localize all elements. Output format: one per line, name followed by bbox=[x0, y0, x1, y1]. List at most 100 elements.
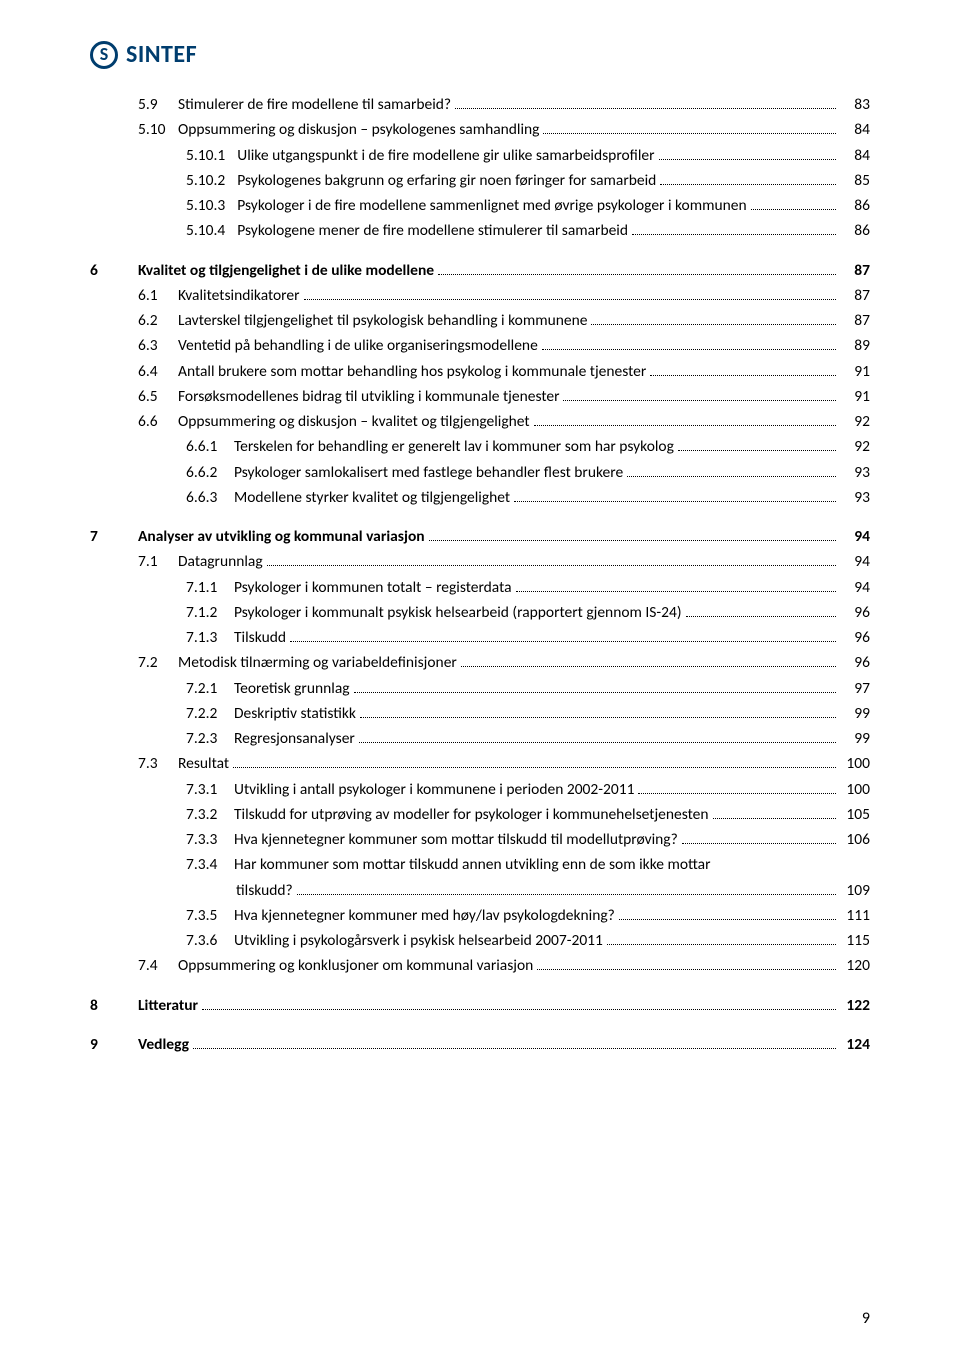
toc-entry-number: 6.6 bbox=[138, 410, 178, 433]
toc-entry: 7.3.1Utvikling i antall psykologer i kom… bbox=[186, 778, 870, 801]
toc-entry-title: Psykologene mener de fire modellene stim… bbox=[237, 219, 628, 242]
toc-entry-title: Modellene styrker kvalitet og tilgjengel… bbox=[234, 486, 510, 509]
toc-entry-number: 6.3 bbox=[138, 334, 178, 357]
toc-entry: 7.3.2Tilskudd for utprøving av modeller … bbox=[186, 803, 870, 826]
toc-entry-page: 96 bbox=[840, 626, 870, 649]
toc-entry-title: Psykologenes bakgrunn og erfaring gir no… bbox=[237, 169, 656, 192]
toc-entry-title: Har kommuner som mottar tilskudd annen u… bbox=[234, 853, 711, 876]
toc-leader-dots bbox=[713, 818, 836, 819]
toc-entry-title: Deskriptiv statistikk bbox=[234, 702, 356, 725]
toc-entry-number: 8 bbox=[90, 994, 138, 1017]
toc-entry: 7.1.2Psykologer i kommunalt psykisk hels… bbox=[186, 601, 870, 624]
toc-leader-dots bbox=[660, 184, 836, 185]
toc-leader-dots bbox=[360, 717, 836, 718]
toc-entry-page: 122 bbox=[840, 994, 870, 1017]
toc-entry: 7.2Metodisk tilnærming og variabeldefini… bbox=[138, 651, 870, 674]
toc-entry-number: 7.3.6 bbox=[186, 929, 234, 952]
toc-entry-title: Ventetid på behandling i de ulike organi… bbox=[178, 334, 538, 357]
toc-leader-dots bbox=[267, 565, 836, 566]
toc-entry-title: Psykologer i kommunen totalt – registerd… bbox=[234, 576, 512, 599]
toc-entry-number: 7.1.2 bbox=[186, 601, 234, 624]
toc-entry-page: 87 bbox=[840, 284, 870, 307]
toc-entry: 9Vedlegg124 bbox=[90, 1033, 870, 1056]
toc-leader-dots bbox=[438, 274, 836, 275]
toc-entry-page: 91 bbox=[840, 360, 870, 383]
toc-entry-title: Utvikling i antall psykologer i kommunen… bbox=[234, 778, 634, 801]
toc-entry-title: Terskelen for behandling er generelt lav… bbox=[234, 435, 674, 458]
toc-entry: 6.6.2Psykologer samlokalisert med fastle… bbox=[186, 461, 870, 484]
toc-leader-dots bbox=[543, 133, 836, 134]
toc-entry-page: 92 bbox=[840, 435, 870, 458]
toc-leader-dots bbox=[202, 1009, 836, 1010]
toc-entry-title: Tilskudd bbox=[234, 626, 286, 649]
toc-entry-number: 7.1.1 bbox=[186, 576, 234, 599]
toc-entry: 7.2.1Teoretisk grunnlag 97 bbox=[186, 677, 870, 700]
table-of-contents: 5.9Stimulerer de fire modellene til sama… bbox=[90, 93, 870, 1056]
toc-entry-title: Metodisk tilnærming og variabeldefinisjo… bbox=[178, 651, 457, 674]
toc-entry: 7.2.3Regresjonsanalyser99 bbox=[186, 727, 870, 750]
toc-entry-page: 120 bbox=[840, 954, 870, 977]
toc-leader-dots bbox=[627, 476, 836, 477]
toc-entry-page: 99 bbox=[840, 727, 870, 750]
toc-leader-dots bbox=[461, 666, 836, 667]
toc-entry: 6.1Kvalitetsindikatorer87 bbox=[138, 284, 870, 307]
toc-entry: 7.4Oppsummering og konklusjoner om kommu… bbox=[138, 954, 870, 977]
toc-entry: 6.3Ventetid på behandling i de ulike org… bbox=[138, 334, 870, 357]
toc-entry-page: 105 bbox=[840, 803, 870, 826]
toc-entry-number: 7.2 bbox=[138, 651, 178, 674]
toc-entry-number: 7.1.3 bbox=[186, 626, 234, 649]
toc-entry: 7.3.5Hva kjennetegner kommuner med høy/l… bbox=[186, 904, 870, 927]
toc-entry-page: 96 bbox=[840, 651, 870, 674]
toc-entry: 5.10.2Psykologenes bakgrunn og erfaring … bbox=[186, 169, 870, 192]
toc-entry-number: 7.2.1 bbox=[186, 677, 234, 700]
toc-entry-title: Teoretisk grunnlag bbox=[234, 677, 350, 700]
toc-entry-page: 84 bbox=[840, 144, 870, 167]
toc-entry-number: 7.3.2 bbox=[186, 803, 234, 826]
toc-entry-number: 5.10.4 bbox=[186, 219, 237, 242]
toc-entry-number: 5.10 bbox=[138, 118, 178, 141]
toc-entry-page: 94 bbox=[840, 525, 870, 548]
toc-entry: 5.10Oppsummering og diskusjon – psykolog… bbox=[138, 118, 870, 141]
toc-leader-dots bbox=[455, 108, 836, 109]
toc-entry: 6.4Antall brukere som mottar behandling … bbox=[138, 360, 870, 383]
toc-entry-title: Tilskudd for utprøving av modeller for p… bbox=[234, 803, 709, 826]
toc-entry-page: 93 bbox=[840, 486, 870, 509]
toc-leader-dots bbox=[591, 324, 836, 325]
toc-leader-dots bbox=[354, 692, 836, 693]
toc-entry-title: Kvalitetsindikatorer bbox=[178, 284, 300, 307]
toc-entry-number: 9 bbox=[90, 1033, 138, 1056]
toc-entry-number: 6.4 bbox=[138, 360, 178, 383]
toc-entry-page: 111 bbox=[840, 904, 870, 927]
toc-entry: 7.1Datagrunnlag94 bbox=[138, 550, 870, 573]
toc-entry-number: 6 bbox=[90, 259, 138, 282]
toc-entry: 7.3Resultat100 bbox=[138, 752, 870, 775]
toc-entry: 7.1.3Tilskudd 96 bbox=[186, 626, 870, 649]
toc-entry-page: 109 bbox=[840, 879, 870, 902]
toc-entry-page: 97 bbox=[840, 677, 870, 700]
toc-entry-title: Utvikling i psykologårsverk i psykisk he… bbox=[234, 929, 603, 952]
toc-entry-page: 84 bbox=[840, 118, 870, 141]
toc-entry: 6.6Oppsummering og diskusjon – kvalitet … bbox=[138, 410, 870, 433]
toc-entry: 5.10.3Psykologer i de fire modellene sam… bbox=[186, 194, 870, 217]
toc-entry-number: 7.2.2 bbox=[186, 702, 234, 725]
toc-entry-number: 7.3.4 bbox=[186, 853, 234, 876]
toc-leader-dots bbox=[359, 742, 836, 743]
toc-leader-dots bbox=[514, 501, 836, 502]
toc-leader-dots bbox=[563, 400, 836, 401]
logo-mark-icon: S bbox=[90, 41, 118, 69]
toc-entry-page: 89 bbox=[840, 334, 870, 357]
toc-entry-title: Psykologer i kommunalt psykisk helsearbe… bbox=[234, 601, 682, 624]
toc-entry-page: 86 bbox=[840, 219, 870, 242]
toc-entry: 7.3.6Utvikling i psykologårsverk i psyki… bbox=[186, 929, 870, 952]
toc-leader-dots bbox=[297, 894, 836, 895]
toc-entry-number: 6.6.1 bbox=[186, 435, 234, 458]
toc-entry-title: Antall brukere som mottar behandling hos… bbox=[178, 360, 646, 383]
toc-entry-page: 106 bbox=[840, 828, 870, 851]
toc-entry-title: Litteratur bbox=[138, 994, 198, 1017]
toc-entry-number: 5.10.2 bbox=[186, 169, 237, 192]
toc-entry-page: 87 bbox=[840, 259, 870, 282]
toc-entry: 6.6.3Modellene styrker kvalitet og tilgj… bbox=[186, 486, 870, 509]
toc-entry-page: 85 bbox=[840, 169, 870, 192]
toc-entry-title: Ulike utgangspunkt i de fire modellene g… bbox=[237, 144, 654, 167]
toc-entry-page: 100 bbox=[840, 752, 870, 775]
